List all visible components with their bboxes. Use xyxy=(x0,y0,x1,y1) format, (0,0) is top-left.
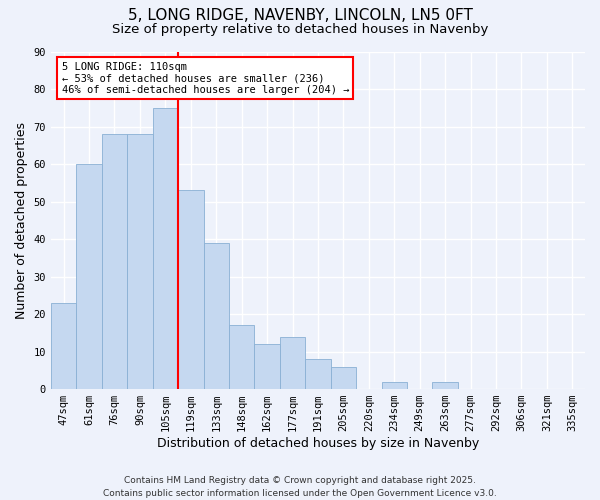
Bar xyxy=(254,344,280,389)
Bar xyxy=(229,326,254,389)
Bar xyxy=(127,134,152,389)
X-axis label: Distribution of detached houses by size in Navenby: Distribution of detached houses by size … xyxy=(157,437,479,450)
Bar xyxy=(433,382,458,389)
Bar xyxy=(280,336,305,389)
Bar xyxy=(76,164,102,389)
Text: 5, LONG RIDGE, NAVENBY, LINCOLN, LN5 0FT: 5, LONG RIDGE, NAVENBY, LINCOLN, LN5 0FT xyxy=(128,8,472,22)
Bar xyxy=(331,366,356,389)
Text: 5 LONG RIDGE: 110sqm
← 53% of detached houses are smaller (236)
46% of semi-deta: 5 LONG RIDGE: 110sqm ← 53% of detached h… xyxy=(62,62,349,95)
Bar xyxy=(203,243,229,389)
Bar xyxy=(178,190,203,389)
Text: Size of property relative to detached houses in Navenby: Size of property relative to detached ho… xyxy=(112,22,488,36)
Text: Contains HM Land Registry data © Crown copyright and database right 2025.
Contai: Contains HM Land Registry data © Crown c… xyxy=(103,476,497,498)
Bar xyxy=(382,382,407,389)
Bar xyxy=(305,359,331,389)
Bar xyxy=(152,108,178,389)
Bar xyxy=(51,303,76,389)
Bar xyxy=(102,134,127,389)
Y-axis label: Number of detached properties: Number of detached properties xyxy=(15,122,28,319)
